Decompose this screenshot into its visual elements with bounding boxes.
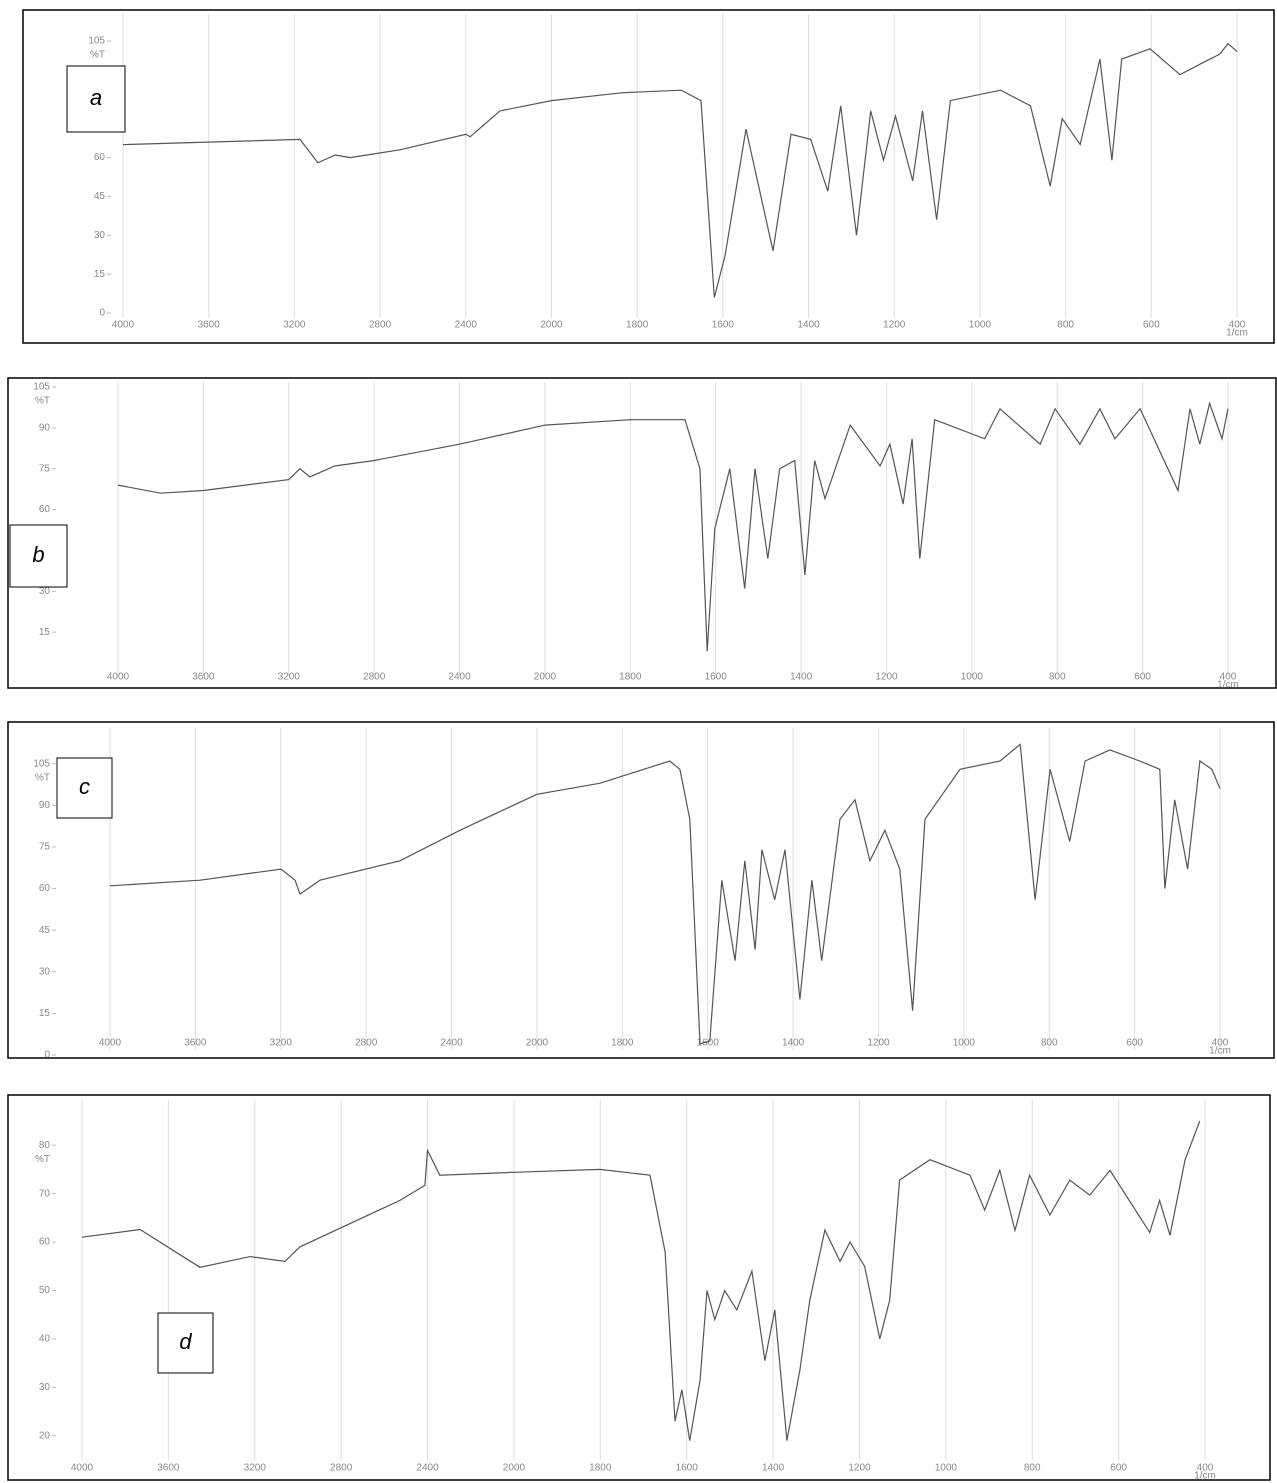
y-tick-label: 105 [88,36,105,47]
y-tick-label: 75 [39,842,51,853]
y-tick-label: 15 [94,269,106,280]
x-tick-label: 1000 [961,672,984,683]
x-tick-label: 2000 [540,320,563,331]
x-tick-label: 1800 [589,1463,612,1474]
y-tick-label: 60 [94,152,106,163]
x-tick-label: 1200 [875,672,898,683]
y-tick-label: 30 [39,586,51,597]
x-tick-label: 1400 [797,320,820,331]
y-tick-label: 50 [39,1285,51,1296]
x-tick-label: 800 [1049,672,1066,683]
x-tick-label: 1800 [611,1038,634,1049]
x-tick-label: 2400 [448,672,471,683]
y-tick-label: 15 [39,627,51,638]
x-tick-label: 1200 [883,320,906,331]
figure: 4000360032002800240020001800160014001200… [0,0,1277,1483]
x-tick-label: 600 [1110,1463,1127,1474]
panel-frame [23,10,1274,343]
x-tick-label: 2000 [534,672,557,683]
x-tick-label: 4000 [71,1463,94,1474]
x-tick-label: 1600 [676,1463,699,1474]
spectrum-line [118,403,1228,651]
panel-label: c [79,774,90,799]
x-tick-label: 800 [1057,320,1074,331]
y-tick-label: 30 [39,966,51,977]
panel-label: b [32,542,44,567]
x-unit: 1/cm [1226,328,1248,339]
y-tick-label: 15 [39,1008,51,1019]
x-tick-label: 2800 [363,672,386,683]
panel-frame [8,1095,1270,1480]
y-axis-label: %T [35,396,50,407]
x-tick-label: 2800 [355,1038,378,1049]
x-tick-label: 2400 [416,1463,439,1474]
x-tick-label: 1600 [712,320,735,331]
y-tick-label: 30 [39,1382,51,1393]
x-tick-label: 3600 [198,320,221,331]
x-tick-label: 4000 [112,320,135,331]
y-tick-label: 20 [39,1430,51,1441]
y-axis-label: %T [90,50,105,61]
x-tick-label: 1600 [705,672,728,683]
y-tick-label: 105 [33,382,50,393]
x-tick-label: 3600 [157,1463,180,1474]
y-axis-label: %T [35,772,50,783]
x-tick-label: 4000 [107,672,130,683]
y-tick-label: 90 [39,800,51,811]
x-tick-label: 1200 [848,1463,871,1474]
x-tick-label: 3200 [270,1038,293,1049]
spectrum-line [123,44,1237,298]
x-tick-label: 3200 [278,672,301,683]
y-tick-label: 75 [39,463,51,474]
panel-label: d [179,1329,192,1354]
x-tick-label: 1400 [762,1463,785,1474]
x-tick-label: 800 [1024,1463,1041,1474]
x-tick-label: 800 [1041,1038,1058,1049]
y-tick-label: 60 [39,1237,51,1248]
y-tick-label: 70 [39,1188,51,1199]
x-tick-label: 2000 [526,1038,549,1049]
x-tick-label: 3200 [283,320,306,331]
y-tick-label: 105 [33,758,50,769]
x-tick-label: 600 [1143,320,1160,331]
x-unit: 1/cm [1194,1471,1216,1482]
spectrum-line [110,744,1220,1044]
x-unit: 1/cm [1217,680,1239,691]
x-tick-label: 1000 [953,1038,976,1049]
x-tick-label: 600 [1126,1038,1143,1049]
x-tick-label: 3600 [184,1038,207,1049]
y-tick-label: 0 [44,1050,50,1061]
x-tick-label: 1400 [790,672,813,683]
x-tick-label: 3600 [192,672,215,683]
y-tick-label: 90 [39,422,51,433]
y-tick-label: 30 [94,230,106,241]
y-tick-label: 45 [39,925,51,936]
x-unit: 1/cm [1209,1046,1231,1057]
y-axis-label: %T [35,1154,50,1165]
x-tick-label: 1000 [935,1463,958,1474]
x-tick-label: 2800 [330,1463,353,1474]
x-tick-label: 1200 [867,1038,890,1049]
y-tick-label: 40 [39,1334,51,1345]
x-tick-label: 1000 [969,320,992,331]
x-tick-label: 2800 [369,320,392,331]
x-tick-label: 1800 [626,320,649,331]
x-tick-label: 600 [1134,672,1151,683]
y-tick-label: 60 [39,504,51,515]
panel-label: a [90,85,102,110]
x-tick-label: 2400 [455,320,478,331]
y-tick-label: 0 [99,308,105,319]
y-tick-label: 45 [94,191,106,202]
y-tick-label: 80 [39,1140,51,1151]
panel-frame [8,722,1274,1058]
x-tick-label: 2000 [503,1463,526,1474]
panel-frame [8,378,1276,688]
x-tick-label: 4000 [99,1038,122,1049]
x-tick-label: 3200 [244,1463,267,1474]
y-tick-label: 60 [39,883,51,894]
x-tick-label: 2400 [440,1038,463,1049]
x-tick-label: 1400 [782,1038,805,1049]
x-tick-label: 1800 [619,672,642,683]
